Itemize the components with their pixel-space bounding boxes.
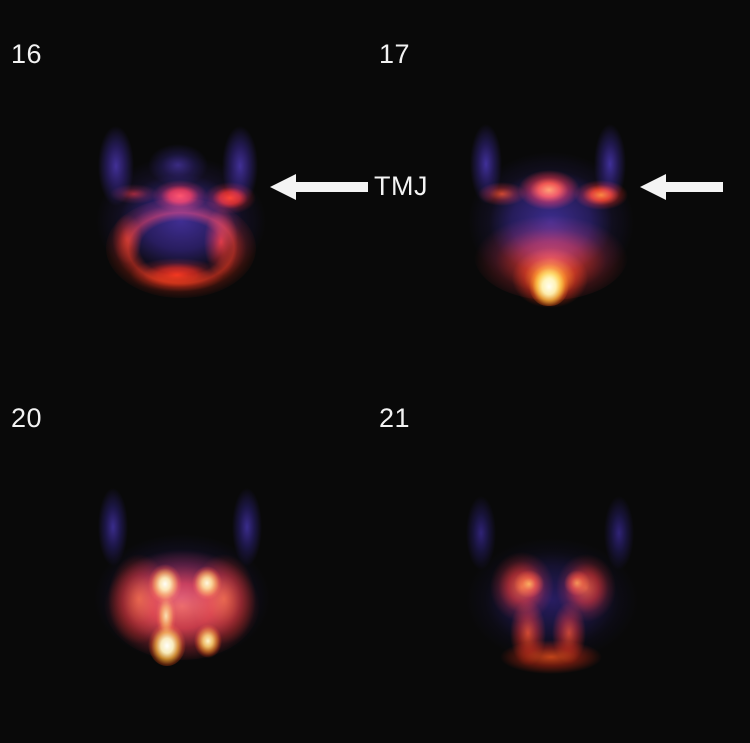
blob-cold-midline-top — [148, 144, 208, 186]
scan-slice-20[interactable] — [86, 482, 276, 672]
arrow-left-icon — [270, 174, 368, 200]
blob-cold-right-ramus — [222, 126, 258, 206]
hotspot-symphysis-intense-halo — [512, 248, 588, 308]
blob-cold-left-ramus — [98, 488, 128, 566]
blob-cold-right-ramus — [232, 488, 262, 566]
blob-cold-body — [468, 152, 634, 292]
scan-slice-16[interactable] — [86, 118, 271, 303]
hotspot-left-condyle — [478, 182, 526, 206]
slice-label-21: 21 — [379, 403, 411, 433]
hotspot-right-condyle — [204, 182, 256, 214]
blob-warm-right-wing — [192, 554, 256, 644]
tmj-label: TMJ — [374, 171, 428, 201]
hotspot-upper-right-focus — [192, 566, 222, 600]
blob-cold-left-ramus — [466, 496, 496, 570]
hotspot-lower-left-focus — [148, 620, 186, 666]
blob-warm-lower-mandible — [474, 210, 628, 300]
hotspot-midline-condyle — [518, 170, 580, 210]
scan-slice-17[interactable] — [456, 118, 641, 308]
hotspot-left-condyle — [152, 180, 208, 212]
scan-slice-21[interactable] — [452, 482, 647, 677]
blob-cold-right-ramus — [604, 496, 634, 570]
blob-warm-field — [104, 548, 260, 660]
hotspot-symphysis — [130, 258, 224, 292]
blob-warm-base — [500, 640, 602, 674]
blob-warm-left-column — [510, 600, 546, 666]
blob-warm-left-lobe — [490, 552, 554, 622]
blob-cold-body — [96, 156, 266, 286]
hotspot-left-lateral — [110, 184, 158, 204]
hotspot-left-core — [514, 570, 544, 598]
blob-cold-left-ramus — [98, 126, 134, 206]
hotspot-right-core — [564, 570, 590, 596]
slice-label-20: 20 — [11, 403, 43, 433]
blob-cold-left-ramus — [470, 124, 502, 204]
blob-warm-right-lobe — [556, 554, 616, 622]
blob-warm-right-column — [552, 602, 586, 664]
hotspot-right-body — [204, 208, 238, 276]
hotspot-mid-left-stalk — [156, 594, 176, 638]
slice-label-17: 17 — [379, 39, 411, 69]
hotspot-lower-right-focus — [194, 624, 222, 658]
hotspot-left-body — [112, 214, 142, 264]
blob-warm-left-wing — [108, 554, 170, 644]
blob-cold-envelope — [466, 538, 638, 662]
arrow-left-icon — [640, 174, 723, 200]
blob-cold-right-ramus — [594, 124, 626, 204]
blob-cold-envelope — [94, 534, 270, 662]
hotspot-right-condyle — [574, 180, 628, 210]
slice-label-16: 16 — [11, 39, 43, 69]
hotspot-upper-left-focus — [148, 564, 182, 604]
hotspot-symphysis-intense-core — [529, 260, 569, 306]
blob-warm-arch — [106, 198, 256, 298]
